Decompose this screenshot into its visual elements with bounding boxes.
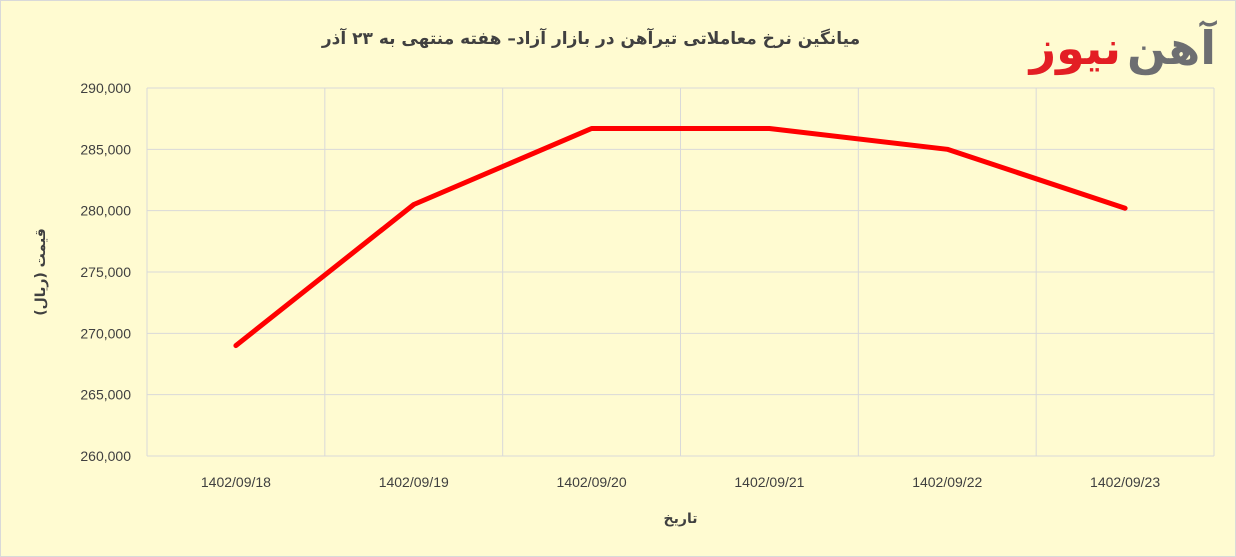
chart-title: میانگین نرخ معاملاتی تیرآهن در بازار آزا…: [321, 29, 861, 49]
ahan-news-logo: آهن نیوز: [1011, 15, 1218, 83]
y-axis-title: قیمت (ریال): [33, 228, 49, 315]
logo-word-ahan: آهن: [1126, 21, 1218, 75]
x-tick-labels: 1402/09/18 1402/09/19 1402/09/20 1402/09/21…: [201, 474, 1160, 490]
y-tick-label: 285,000: [80, 141, 131, 157]
x-axis-title: تاریخ: [664, 511, 698, 527]
y-tick-label: 290,000: [80, 80, 131, 96]
series-line: [233, 126, 1128, 349]
logo-word-news: نیوز: [1029, 21, 1123, 75]
y-tick-label: 270,000: [80, 325, 131, 341]
y-tick-label: 275,000: [80, 264, 131, 280]
series-layer: [233, 126, 1128, 349]
y-tick-labels: 260,000 265,000 270,000 275,000 280,000 285,0…: [80, 80, 131, 464]
y-tick-label: 260,000: [80, 448, 131, 464]
x-tick-label: 1402/09/22: [912, 474, 982, 490]
grid-layer: [146, 87, 1215, 457]
x-tick-label: 1402/09/20: [557, 474, 627, 490]
y-tick-label: 265,000: [80, 387, 131, 403]
x-tick-label: 1402/09/21: [734, 474, 804, 490]
x-tick-label: 1402/09/23: [1090, 474, 1160, 490]
x-tick-label: 1402/09/18: [201, 474, 271, 490]
x-tick-label: 1402/09/19: [379, 474, 449, 490]
y-tick-label: 280,000: [80, 203, 131, 219]
